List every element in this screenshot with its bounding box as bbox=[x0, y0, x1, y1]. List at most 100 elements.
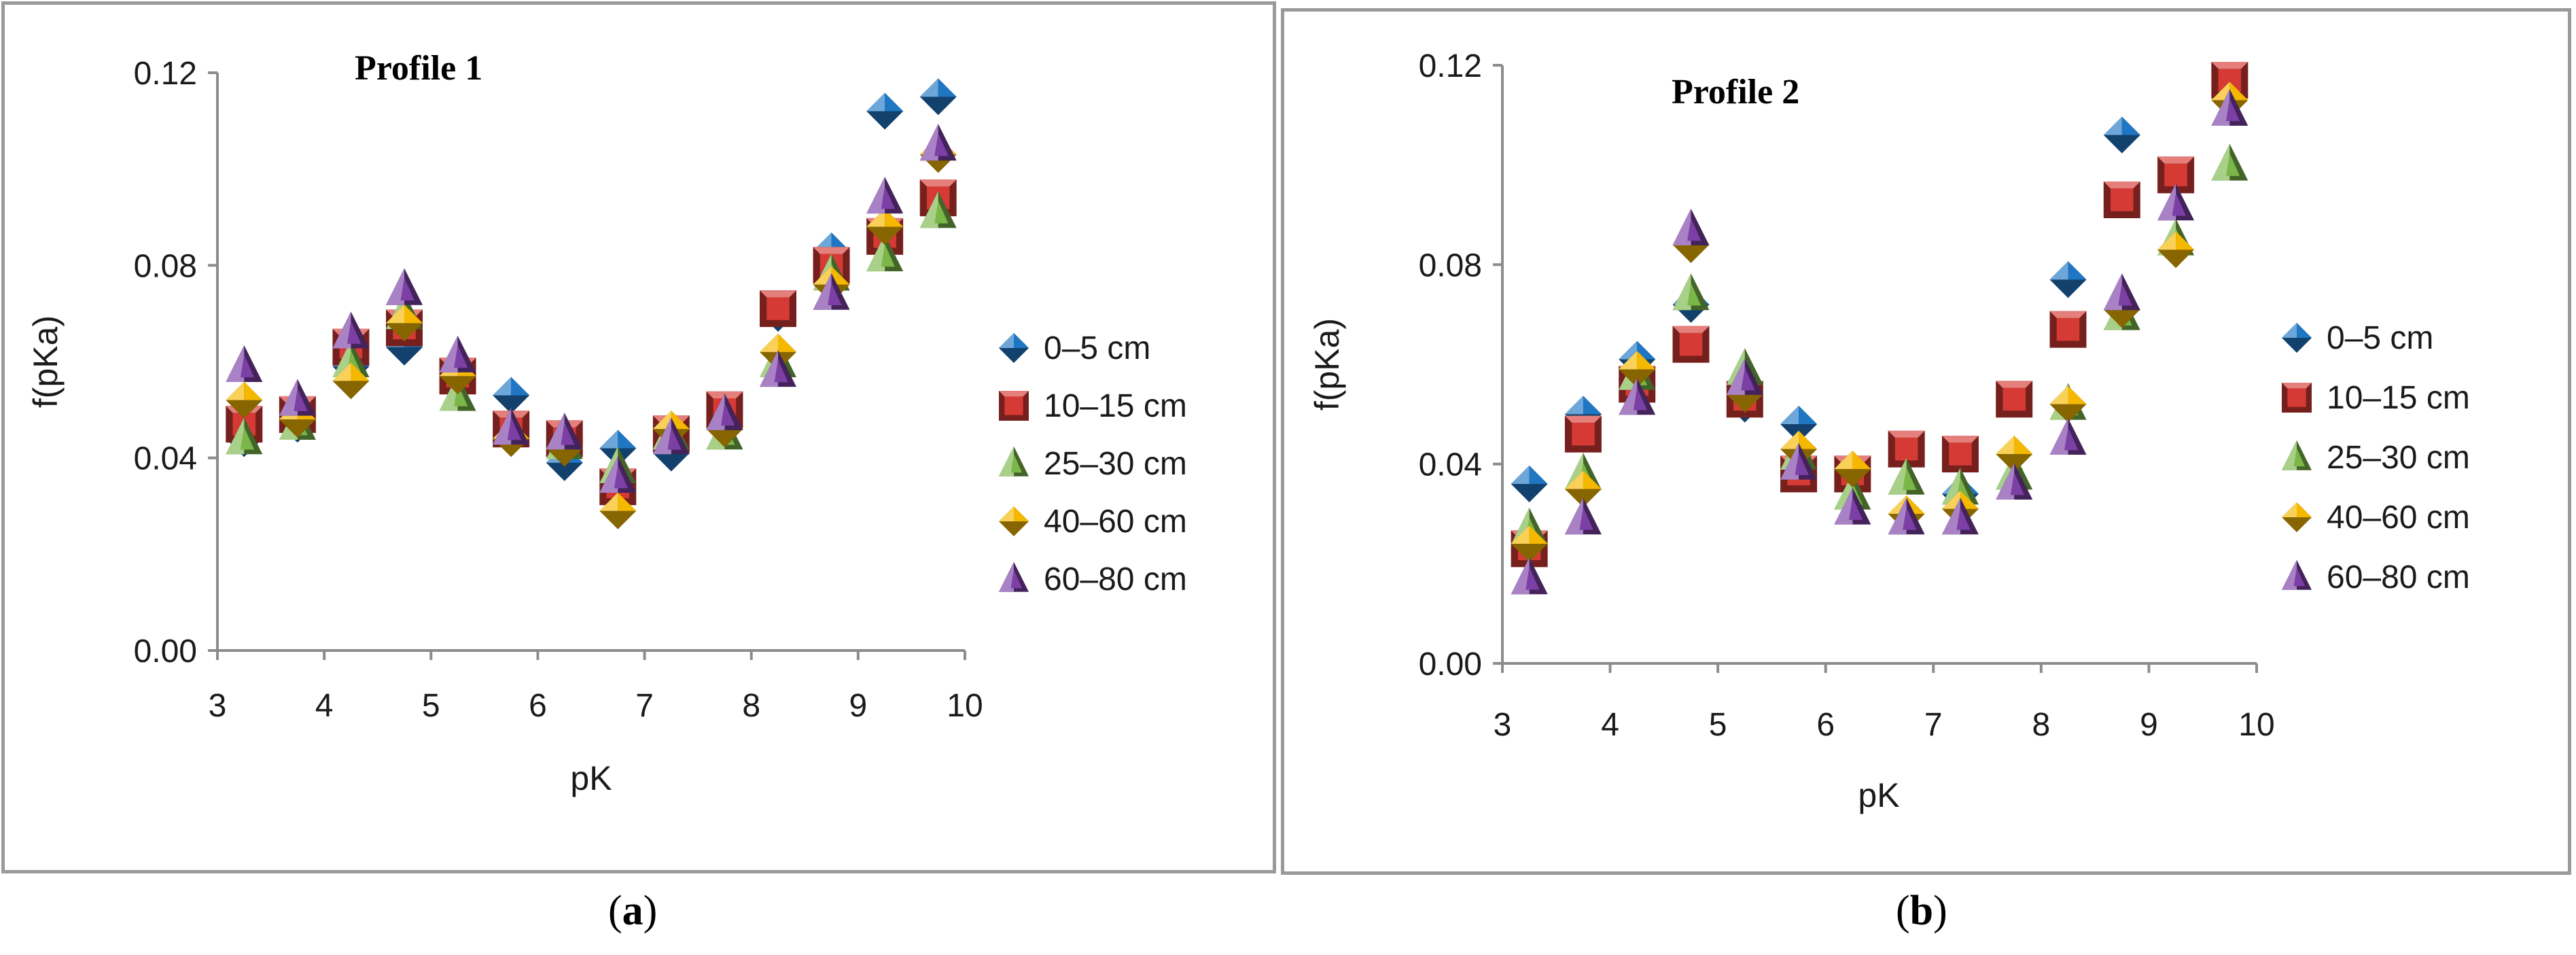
data-point bbox=[439, 335, 476, 372]
series-1 bbox=[1511, 77, 2248, 513]
data-point bbox=[493, 377, 530, 414]
data-point bbox=[1511, 525, 1548, 562]
data-point bbox=[760, 290, 796, 328]
y-tick-label: 0.08 bbox=[134, 248, 197, 284]
data-point bbox=[1564, 415, 1602, 453]
legend-label: 0–5 cm bbox=[2327, 320, 2433, 356]
legend-label: 60–80 cm bbox=[2327, 559, 2470, 595]
legend-label: 40–60 cm bbox=[1044, 504, 1187, 540]
x-tick-label: 4 bbox=[1601, 707, 1619, 743]
data-point bbox=[2049, 311, 2087, 348]
x-tick-label: 10 bbox=[2238, 707, 2274, 743]
y-tick-label: 0.12 bbox=[134, 56, 197, 92]
scatter-chart-profile-1: 0.00 0.04 0.08 0.12 3 4 5 6 7 8 9 10 pK f(pKa) Profile… bbox=[27, 49, 1187, 797]
x-tick-label: 3 bbox=[1494, 707, 1512, 743]
legend-marker bbox=[2282, 559, 2312, 590]
legend-label: 0–5 cm bbox=[1044, 330, 1150, 366]
panel-label-b: (b) bbox=[1896, 888, 1947, 934]
data-point bbox=[386, 268, 423, 305]
data-point bbox=[1619, 378, 1656, 415]
panel-label-a-text: a bbox=[622, 888, 643, 934]
x-tick-label: 3 bbox=[209, 688, 227, 724]
data-point bbox=[1834, 451, 1871, 487]
panel-label-b-text: b bbox=[1909, 888, 1934, 934]
data-point bbox=[1564, 498, 1602, 535]
x-tick-label: 4 bbox=[315, 688, 334, 724]
x-tick-label: 9 bbox=[849, 688, 868, 724]
data-point bbox=[919, 191, 957, 228]
legend-marker bbox=[999, 333, 1029, 363]
data-point bbox=[1780, 442, 1818, 480]
data-point bbox=[1511, 557, 1548, 595]
data-point bbox=[919, 124, 957, 161]
legend-label: 10–15 cm bbox=[2327, 380, 2470, 416]
x-tick-label: 8 bbox=[2032, 707, 2051, 743]
data-point bbox=[2157, 156, 2195, 194]
x-axis-title: pK bbox=[1858, 776, 1899, 814]
data-point bbox=[226, 381, 263, 419]
data-point bbox=[866, 177, 904, 214]
x-tick-label: 5 bbox=[1709, 707, 1727, 743]
data-point bbox=[2103, 273, 2140, 311]
data-point bbox=[226, 345, 263, 383]
data-point bbox=[332, 362, 370, 400]
legend-marker bbox=[999, 506, 1029, 536]
data-point bbox=[760, 350, 796, 387]
legend-label: 10–15 cm bbox=[1044, 388, 1187, 424]
legend-marker bbox=[999, 561, 1029, 592]
y-tick-label: 0.04 bbox=[134, 441, 197, 477]
x-tick-label: 6 bbox=[1816, 707, 1835, 743]
data-point bbox=[1511, 466, 1548, 502]
x-tick-label: 5 bbox=[422, 688, 440, 724]
data-point bbox=[652, 417, 690, 455]
series-4 bbox=[1511, 82, 2248, 562]
legend-label: 25–30 cm bbox=[1044, 446, 1187, 482]
data-point bbox=[1996, 381, 2033, 418]
data-point bbox=[866, 235, 904, 272]
data-point bbox=[1672, 326, 1710, 363]
x-tick-label: 10 bbox=[947, 688, 983, 724]
y-tick-label: 0.04 bbox=[1419, 447, 1482, 483]
data-point bbox=[493, 408, 530, 445]
data-point bbox=[1996, 436, 2033, 472]
chart-frame-b bbox=[1281, 8, 2571, 875]
data-point bbox=[706, 393, 743, 430]
chart-frame-a bbox=[1, 1, 1276, 873]
data-point bbox=[2103, 181, 2140, 218]
data-point bbox=[1780, 406, 1818, 442]
data-point bbox=[1996, 462, 2033, 500]
x-tick-label: 7 bbox=[635, 688, 654, 724]
x-axis-title: pK bbox=[570, 759, 612, 797]
data-point bbox=[599, 455, 637, 493]
chart-title: Profile 2 bbox=[1672, 73, 1799, 111]
y-tick-label: 0.00 bbox=[1419, 646, 1482, 682]
data-point bbox=[546, 413, 583, 450]
data-point bbox=[1941, 498, 1979, 535]
series-5 bbox=[226, 124, 957, 493]
panel-label-a: (a) bbox=[608, 888, 658, 934]
legend-marker bbox=[999, 391, 1029, 421]
legend: 0–5 cm 10–15 cm 25–30 cm 40–60 cm 60–80 cm bbox=[2282, 320, 2470, 595]
legend: 0–5 cm 10–15 cm 25–30 cm 40–60 cm 60–80 cm bbox=[999, 330, 1187, 597]
data-point bbox=[2157, 184, 2195, 221]
y-tick-label: 0.12 bbox=[1419, 48, 1482, 84]
legend-label: 25–30 cm bbox=[2327, 440, 2470, 476]
data-point bbox=[2049, 261, 2087, 298]
chart-title: Profile 1 bbox=[355, 49, 482, 88]
data-point bbox=[599, 492, 637, 529]
data-point bbox=[1888, 498, 1925, 535]
legend-marker bbox=[999, 446, 1029, 476]
data-point bbox=[332, 311, 370, 349]
data-point bbox=[919, 78, 957, 116]
data-point bbox=[866, 92, 904, 130]
data-point bbox=[2211, 143, 2248, 181]
data-point bbox=[279, 379, 316, 416]
data-point bbox=[1672, 208, 1710, 245]
data-point bbox=[2049, 417, 2087, 455]
scatter-chart-profile-2: 0.00 0.04 0.08 0.12 3 4 5 6 7 8 9 10 pK f(pKa) Profile… bbox=[1308, 48, 2470, 814]
series-2 bbox=[226, 179, 957, 506]
legend-label: 40–60 cm bbox=[2327, 500, 2470, 536]
data-point bbox=[226, 417, 263, 455]
data-point bbox=[2211, 88, 2248, 126]
y-axis-title: f(pKa) bbox=[27, 315, 65, 408]
